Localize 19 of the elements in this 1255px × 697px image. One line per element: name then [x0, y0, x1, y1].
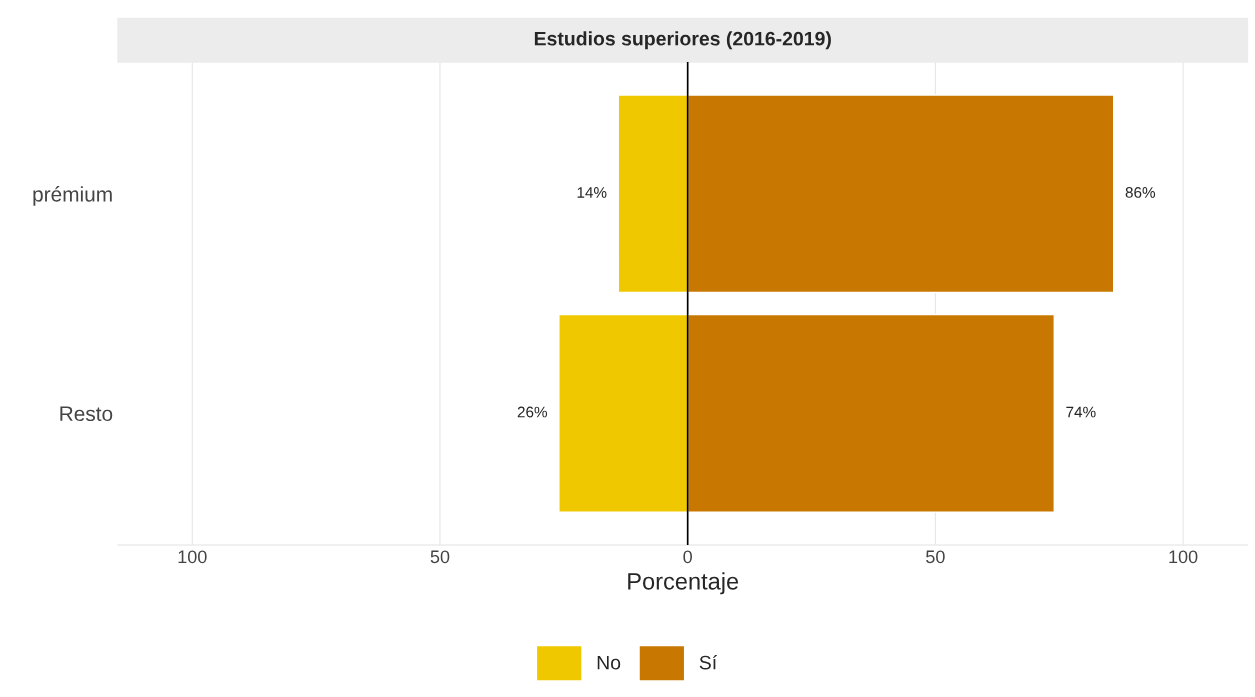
y-tick-label: prémium [33, 186, 112, 206]
legend-label: No [597, 655, 621, 670]
x-tick-label: 100 [1169, 550, 1198, 564]
bar [686, 94, 1115, 294]
x-tick-label: 50 [926, 550, 945, 564]
data-label: 86% [1125, 187, 1156, 198]
chart-title: Estudios superiores (2016-2019) [534, 31, 831, 50]
x-tick-label: 0 [683, 550, 692, 564]
x-tick-label: 100 [178, 550, 207, 564]
legend-label: Sí [699, 654, 718, 670]
data-label: 74% [1066, 406, 1096, 418]
x-tick-label: 50 [430, 550, 450, 564]
bar [686, 313, 1055, 513]
x-axis-title: Porcentaje [628, 572, 739, 595]
bar [617, 94, 689, 294]
data-label: 26% [517, 406, 548, 418]
data-label: 14% [577, 187, 607, 198]
y-tick-label: Resto [60, 406, 113, 422]
bar [558, 313, 689, 513]
